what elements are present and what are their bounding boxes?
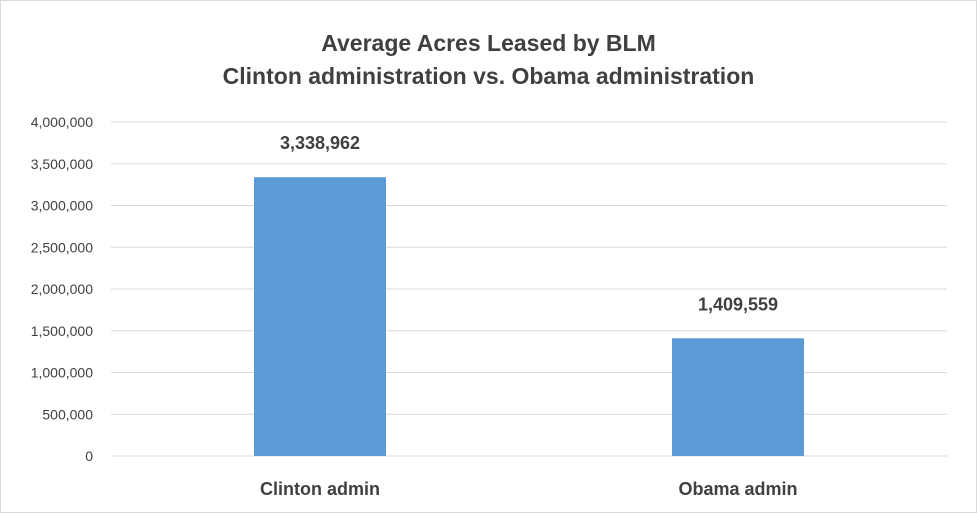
data-label: 1,409,559 bbox=[698, 294, 778, 314]
data-label: 3,338,962 bbox=[280, 133, 360, 153]
y-tick-label: 0 bbox=[85, 448, 93, 464]
bar bbox=[254, 177, 386, 457]
y-tick-label: 500,000 bbox=[42, 406, 93, 422]
y-tick-label: 3,000,000 bbox=[31, 198, 93, 214]
y-tick-label: 2,000,000 bbox=[31, 281, 93, 297]
chart-subtitle: Clinton administration vs. Obama adminis… bbox=[222, 63, 755, 89]
chart-title: Average Acres Leased by BLM bbox=[321, 30, 656, 56]
y-tick-label: 3,500,000 bbox=[31, 156, 93, 172]
bar bbox=[672, 338, 804, 456]
y-tick-label: 1,500,000 bbox=[31, 323, 93, 339]
chart-title-block: Average Acres Leased by BLM Clinton admi… bbox=[1, 27, 976, 93]
x-category-label: Clinton admin bbox=[260, 479, 380, 499]
x-category-label: Obama admin bbox=[678, 479, 797, 499]
y-tick-label: 1,000,000 bbox=[31, 365, 93, 381]
y-tick-label: 4,000,000 bbox=[31, 114, 93, 130]
y-tick-label: 2,500,000 bbox=[31, 239, 93, 255]
